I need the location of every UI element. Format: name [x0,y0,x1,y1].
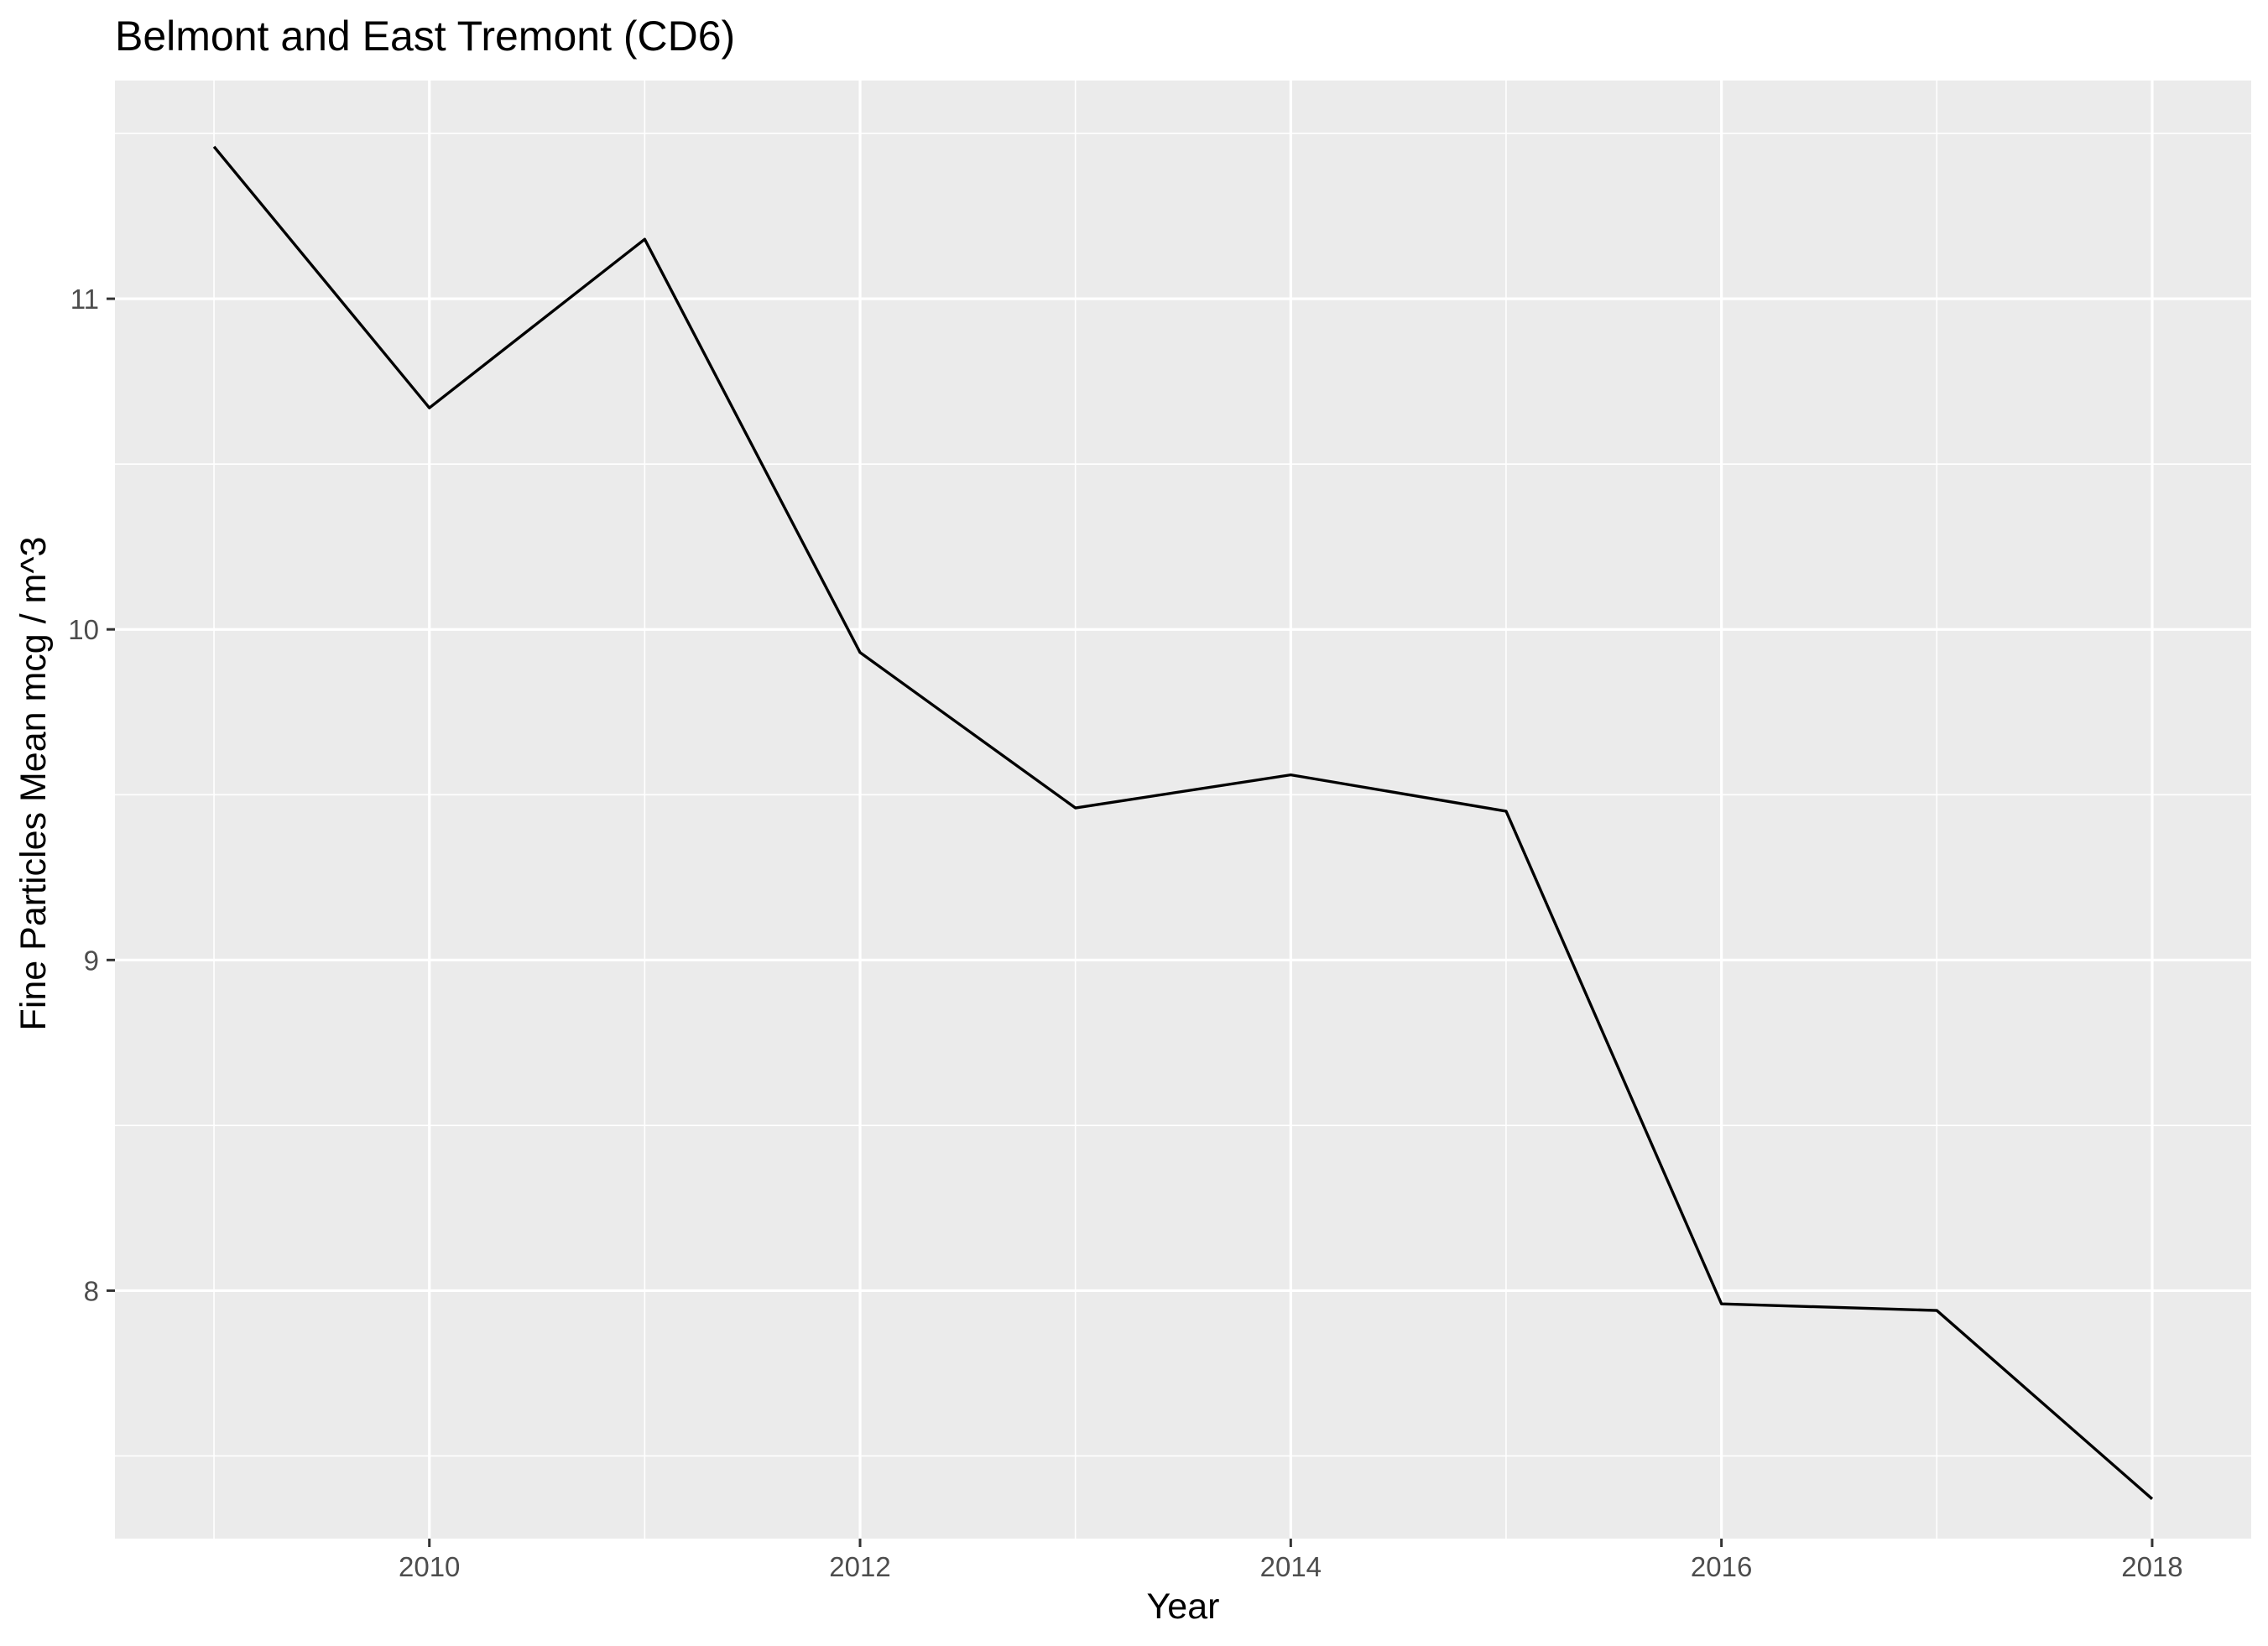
x-tick-label: 2018 [2121,1551,2182,1582]
y-tick-label: 9 [84,945,99,976]
plot-panel [115,81,2251,1539]
series-line [212,145,2154,1500]
minor-gridlines [115,81,2251,1539]
y-axis-title: Fine Particles Mean mcg / m^3 [13,537,54,1031]
y-axis-ticks: 8 9 10 11 [68,284,115,1306]
x-tick-label: 2016 [1691,1551,1752,1582]
y-tick-label: 8 [84,1275,99,1306]
y-tick-label: 10 [68,614,99,645]
y-tick-label: 11 [70,284,99,315]
x-axis-title: Year [1147,1586,1220,1627]
x-tick-label: 2010 [399,1551,460,1582]
major-gridlines [115,81,2251,1539]
chart-title: Belmont and East Tremont (CD6) [115,13,735,60]
x-axis-ticks: 2010 2012 2014 2016 2018 [399,1539,2183,1582]
x-tick-label: 2012 [829,1551,890,1582]
x-tick-label: 2014 [1260,1551,1322,1582]
